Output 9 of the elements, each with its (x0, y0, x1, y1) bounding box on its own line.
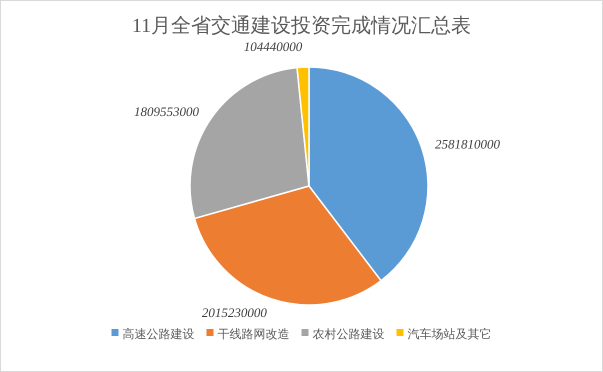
legend-label: 汽车场站及其它 (408, 327, 492, 341)
data-label: 1809553000 (134, 104, 200, 120)
data-label: 2581810000 (435, 136, 501, 152)
data-label: 2015230000 (202, 305, 268, 320)
data-label: 104440000 (244, 39, 303, 54)
chart-title: 11月全省交通建设投资完成情况汇总表 (132, 14, 472, 37)
legend-label: 农村公路建设 (312, 327, 384, 341)
legend-label: 干线路网改造 (218, 327, 290, 341)
legend-label: 高速公路建设 (122, 327, 194, 341)
